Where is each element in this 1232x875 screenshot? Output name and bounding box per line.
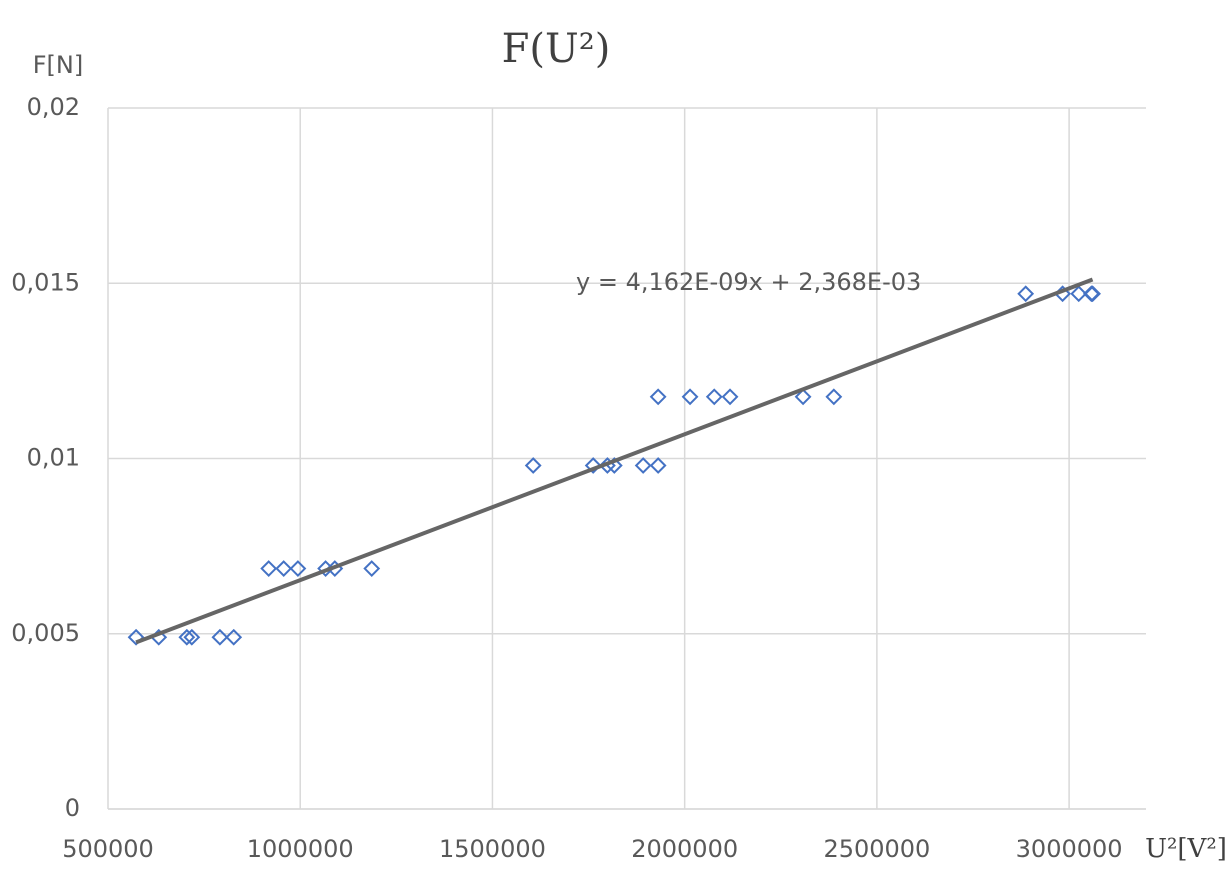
data-point <box>524 457 542 474</box>
data-point <box>127 628 145 646</box>
x-tick-label: 1500000 <box>439 835 546 863</box>
data-point <box>225 628 243 646</box>
y-tick-label: 0,02 <box>27 93 80 121</box>
x-tick-label: 500000 <box>62 835 154 863</box>
data-point <box>649 388 667 406</box>
x-tick-label: 2500000 <box>823 835 930 863</box>
data-point <box>794 388 812 406</box>
data-point <box>1070 285 1088 303</box>
data-point <box>275 560 293 577</box>
y-axis-label: F[N] <box>33 51 83 79</box>
data-point <box>634 457 652 474</box>
data-point <box>649 457 667 474</box>
data-point <box>178 628 196 646</box>
data-point <box>289 560 307 577</box>
data-point <box>584 457 602 474</box>
trendline <box>135 277 1094 645</box>
y-tick-label: 0,015 <box>11 268 80 296</box>
y-tick-label: 0 <box>65 794 80 822</box>
x-tick-label: 2000000 <box>631 835 738 863</box>
data-point <box>211 628 229 646</box>
x-tick-label: 1000000 <box>247 835 354 863</box>
x-axis-label: U²[V²] <box>1145 834 1227 864</box>
y-tick-label: 0,005 <box>11 619 80 647</box>
data-point <box>183 628 201 646</box>
x-tick-label: 3000000 <box>1016 835 1123 863</box>
data-point <box>825 388 843 406</box>
data-point <box>260 560 278 577</box>
data-point <box>705 388 723 406</box>
data-point <box>1084 285 1101 303</box>
data-point <box>363 560 381 577</box>
trendline-equation: y = 4,162E-09x + 2,368E-03 <box>576 268 921 296</box>
data-point <box>721 388 739 406</box>
data-point <box>1017 285 1035 303</box>
data-point <box>681 388 699 406</box>
y-tick-label: 0,01 <box>27 444 80 472</box>
chart-title: F(U²) <box>502 26 611 72</box>
